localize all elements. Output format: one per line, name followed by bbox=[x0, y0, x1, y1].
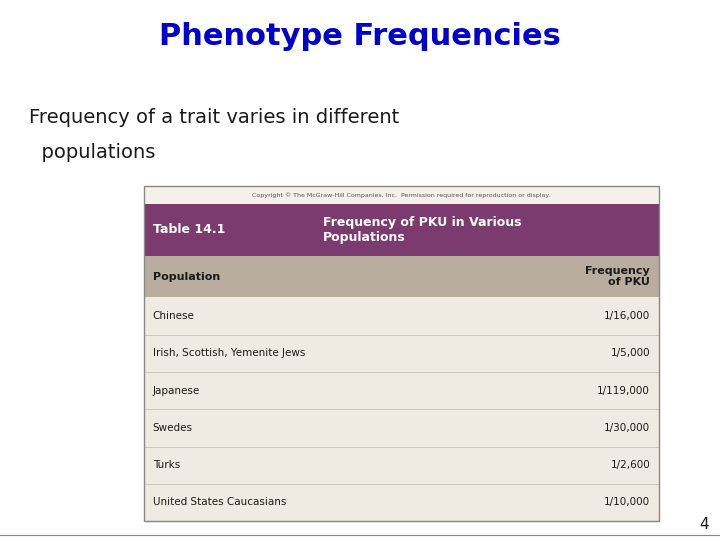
FancyBboxPatch shape bbox=[144, 372, 659, 409]
Text: 1/30,000: 1/30,000 bbox=[604, 423, 650, 433]
Text: Table 14.1: Table 14.1 bbox=[153, 223, 225, 236]
Text: 4: 4 bbox=[700, 517, 709, 532]
FancyBboxPatch shape bbox=[144, 447, 659, 484]
Text: 1/16,000: 1/16,000 bbox=[604, 311, 650, 321]
Text: 1/10,000: 1/10,000 bbox=[604, 497, 650, 508]
Text: Frequency
of PKU: Frequency of PKU bbox=[585, 266, 650, 287]
Text: United States Caucasians: United States Caucasians bbox=[153, 497, 286, 508]
Text: Phenotype Frequencies: Phenotype Frequencies bbox=[159, 22, 561, 51]
Text: 1/2,600: 1/2,600 bbox=[611, 460, 650, 470]
Text: 1/5,000: 1/5,000 bbox=[611, 348, 650, 359]
FancyBboxPatch shape bbox=[144, 204, 314, 255]
Text: Irish, Scottish, Yemenite Jews: Irish, Scottish, Yemenite Jews bbox=[153, 348, 305, 359]
Text: Population: Population bbox=[153, 272, 220, 281]
Text: Swedes: Swedes bbox=[153, 423, 193, 433]
FancyBboxPatch shape bbox=[144, 298, 659, 335]
Text: Chinese: Chinese bbox=[153, 311, 194, 321]
FancyBboxPatch shape bbox=[144, 255, 659, 298]
FancyBboxPatch shape bbox=[144, 409, 659, 447]
Text: Japanese: Japanese bbox=[153, 386, 200, 396]
Text: Turks: Turks bbox=[153, 460, 180, 470]
Text: Frequency of a trait varies in different: Frequency of a trait varies in different bbox=[29, 108, 399, 127]
Text: populations: populations bbox=[29, 143, 156, 162]
FancyBboxPatch shape bbox=[144, 484, 659, 521]
Text: 1/119,000: 1/119,000 bbox=[598, 386, 650, 396]
Text: Frequency of PKU in Various
Populations: Frequency of PKU in Various Populations bbox=[323, 215, 521, 244]
FancyBboxPatch shape bbox=[314, 204, 659, 255]
FancyBboxPatch shape bbox=[144, 186, 659, 204]
Text: Copyright © The McGraw-Hill Companies, Inc.  Permission required for reproductio: Copyright © The McGraw-Hill Companies, I… bbox=[252, 192, 551, 198]
FancyBboxPatch shape bbox=[144, 335, 659, 372]
